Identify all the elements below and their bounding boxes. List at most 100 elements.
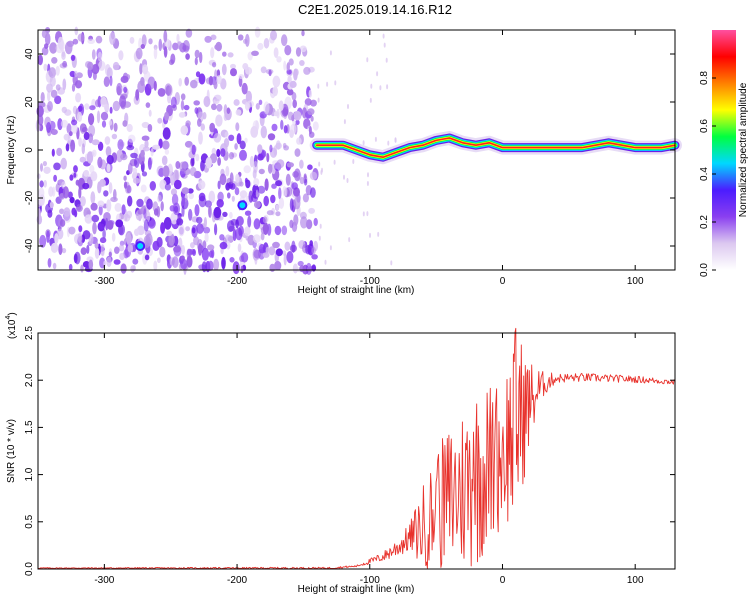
noise-blob	[244, 226, 251, 237]
noise-blob	[95, 99, 101, 108]
colorbar-label: Normalized spectral amplitude	[738, 82, 749, 217]
noise-blob	[68, 131, 73, 137]
noise-blob	[83, 131, 90, 141]
noise-blob	[247, 215, 252, 228]
noise-blob	[258, 243, 266, 254]
noise-blob	[77, 232, 83, 243]
noise-blob	[286, 251, 294, 264]
noise-blob	[301, 30, 305, 37]
noise-blob	[284, 241, 291, 251]
noise-blob	[236, 133, 242, 145]
noise-blob	[178, 77, 182, 87]
noise-blob	[180, 258, 188, 270]
noise-blob	[116, 82, 123, 96]
noise-speck	[343, 174, 345, 180]
noise-blob	[38, 114, 44, 126]
noise-blob	[304, 98, 312, 106]
noise-blob	[275, 248, 283, 257]
bright-spot	[137, 243, 144, 249]
noise-blob	[145, 102, 151, 108]
noise-blob	[94, 247, 100, 259]
noise-blob	[253, 178, 260, 187]
noise-blob	[73, 165, 78, 173]
noise-blob	[194, 107, 199, 114]
noise-blob	[188, 192, 194, 200]
noise-blob	[235, 109, 242, 116]
noise-blob	[219, 234, 225, 241]
noise-blob	[170, 188, 178, 196]
noise-blob	[258, 168, 265, 175]
noise-blob	[106, 220, 114, 230]
noise-blob	[283, 145, 289, 151]
noise-blob	[295, 47, 302, 57]
noise-blob	[191, 224, 198, 238]
noise-blob	[284, 45, 292, 56]
noise-blob	[245, 90, 252, 104]
noise-blob	[163, 46, 168, 58]
noise-blob	[305, 244, 311, 255]
noise-blob	[53, 174, 57, 182]
svg-text:(x104): (x104)	[5, 312, 18, 339]
noise-blob	[69, 70, 76, 78]
noise-blob	[157, 257, 161, 264]
noise-blob	[281, 34, 288, 47]
noise-blob	[120, 75, 129, 83]
noise-blob	[173, 179, 182, 190]
noise-blob	[109, 75, 113, 87]
noise-blob	[51, 57, 58, 64]
noise-blob	[140, 149, 145, 158]
noise-blob	[97, 156, 103, 169]
bright-spot	[239, 202, 246, 209]
spectrogram-noise-layer	[35, 26, 397, 275]
noise-blob	[87, 38, 95, 44]
noise-blob	[286, 62, 290, 71]
noise-blob	[274, 260, 282, 271]
colorbar: 0.0 0.2 0.4 0.6 0.8 Normalized spectral ampl…	[699, 30, 749, 277]
noise-blob	[104, 104, 110, 112]
noise-blob	[180, 100, 185, 111]
noise-blob	[178, 224, 185, 237]
noise-blob	[75, 92, 82, 103]
noise-blob	[204, 232, 209, 243]
noise-blob	[38, 199, 44, 206]
noise-blob	[103, 260, 107, 267]
x-tick-label: -100	[360, 575, 380, 586]
noise-blob	[302, 193, 309, 203]
noise-blob	[247, 234, 255, 246]
noise-blob	[113, 122, 118, 132]
noise-speck	[318, 235, 321, 241]
noise-blob	[48, 67, 57, 79]
noise-blob	[133, 177, 140, 184]
snr-y-axis-label: SNR (10 * v/v)	[6, 419, 17, 483]
noise-blob	[289, 198, 294, 211]
y-tick-label: 0.0	[24, 562, 35, 576]
noise-blob	[234, 143, 238, 150]
noise-blob	[120, 153, 128, 161]
noise-speck	[394, 137, 397, 143]
noise-blob	[43, 166, 51, 174]
noise-blob	[69, 174, 74, 181]
noise-speck	[334, 80, 337, 86]
noise-blob	[226, 240, 231, 250]
noise-blob	[144, 139, 149, 149]
noise-blob	[56, 147, 63, 157]
noise-blob	[51, 148, 55, 157]
x-tick-label: -300	[94, 575, 114, 586]
noise-blob	[115, 219, 124, 228]
noise-blob	[198, 131, 203, 145]
noise-blob	[239, 140, 246, 150]
noise-blob	[278, 100, 284, 111]
noise-blob	[100, 244, 105, 256]
x-tick-label: -200	[227, 276, 247, 287]
noise-blob	[192, 249, 196, 256]
noise-blob	[286, 88, 294, 96]
noise-blob	[46, 122, 52, 133]
noise-blob	[199, 51, 203, 64]
noise-blob	[122, 214, 131, 222]
snr-y-ticks: 0.0 0.5 1.0 1.5 2.0 2.5	[24, 326, 675, 576]
noise-blob	[220, 247, 224, 255]
noise-blob	[101, 120, 107, 128]
noise-blob	[60, 119, 68, 128]
noise-blob	[164, 183, 171, 191]
